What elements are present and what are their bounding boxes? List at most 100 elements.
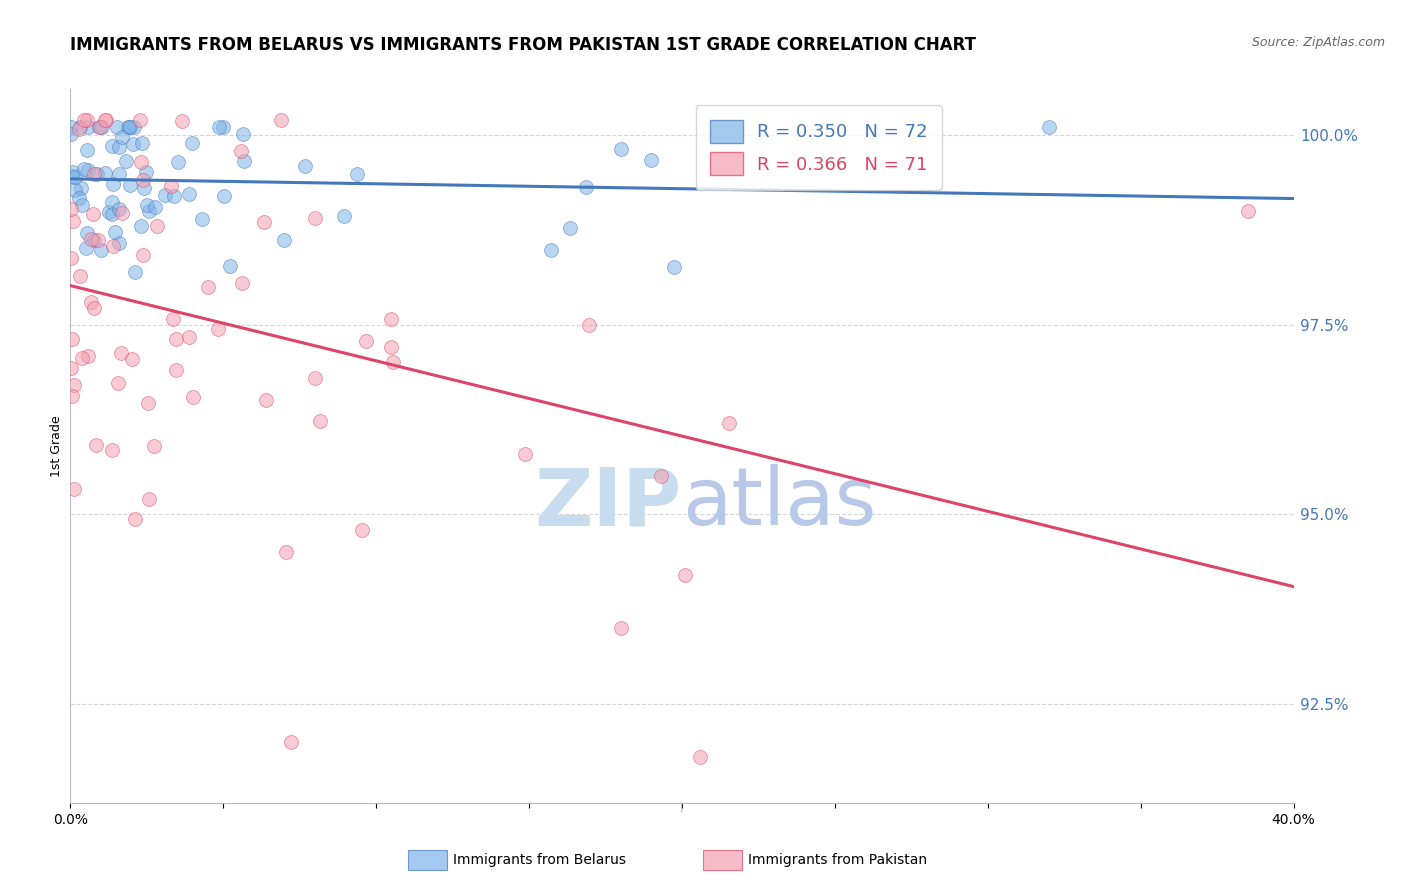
Point (135, 197, 157, 211)
Legend: R = 0.350   N = 72, R = 0.366   N = 71: R = 0.350 N = 72, R = 0.366 N = 71 (696, 105, 942, 190)
Point (131, 155, 153, 169)
Point (165, 332, 187, 346)
Point (218, 260, 240, 274)
Point (83, 234, 105, 248)
Point (65, 182, 87, 196)
Point (62, 214, 84, 228)
Point (689, 750, 711, 764)
Point (308, 414, 330, 428)
Point (110, 346, 132, 360)
Point (163, 189, 186, 203)
Point (60, 169, 83, 184)
Point (332, 209, 354, 223)
Point (73, 161, 96, 176)
Point (197, 279, 219, 293)
Point (578, 318, 600, 332)
Point (131, 136, 153, 151)
Point (108, 236, 131, 251)
Point (145, 200, 167, 214)
Point (89, 120, 111, 135)
Point (575, 179, 598, 194)
Point (76, 143, 98, 157)
Point (207, 321, 229, 335)
Point (231, 276, 253, 290)
Point (121, 352, 143, 367)
Point (254, 393, 277, 408)
Point (60, 361, 83, 376)
Point (280, 735, 302, 749)
Point (650, 469, 672, 483)
Text: Immigrants from Belarus: Immigrants from Belarus (453, 853, 626, 867)
Point (111, 206, 134, 220)
Point (80, 232, 103, 246)
Point (229, 145, 252, 159)
Point (122, 136, 145, 151)
Point (153, 188, 176, 202)
Point (107, 120, 129, 135)
Point (232, 127, 254, 141)
Point (170, 113, 193, 128)
Point (515, 447, 537, 461)
Point (117, 120, 139, 135)
Point (101, 194, 124, 209)
Point (129, 112, 152, 127)
Point (166, 154, 188, 169)
Text: |: | (681, 801, 683, 812)
Point (108, 140, 131, 154)
Point (1236, 203, 1258, 218)
Point (294, 159, 316, 173)
Text: atlas: atlas (682, 464, 876, 542)
Point (177, 330, 200, 344)
Point (717, 416, 740, 430)
Point (609, 142, 631, 156)
Point (212, 189, 235, 203)
Point (662, 260, 685, 275)
Point (104, 226, 127, 240)
Point (350, 523, 373, 537)
Point (1038, 120, 1060, 135)
Point (183, 390, 205, 404)
Point (73, 112, 96, 127)
Point (103, 239, 125, 253)
Point (177, 187, 200, 202)
Point (60, 389, 83, 403)
Point (673, 568, 696, 582)
Point (276, 545, 298, 559)
Text: IMMIGRANTS FROM BELARUS VS IMMIGRANTS FROM PAKISTAN 1ST GRADE CORRELATION CHART: IMMIGRANTS FROM BELARUS VS IMMIGRANTS FR… (70, 36, 976, 54)
Point (63, 170, 86, 185)
Point (540, 243, 562, 257)
Point (108, 202, 131, 216)
Point (346, 167, 368, 181)
Point (91, 120, 114, 135)
Point (80, 294, 103, 309)
Point (87, 233, 110, 247)
Point (93, 166, 115, 180)
Point (136, 396, 159, 410)
Point (76, 112, 98, 127)
Point (77, 162, 100, 177)
Point (86, 167, 108, 181)
Point (134, 181, 156, 195)
Point (131, 248, 153, 262)
Point (120, 120, 142, 135)
Point (380, 312, 402, 326)
Point (640, 153, 662, 167)
Text: Source: ZipAtlas.com: Source: ZipAtlas.com (1251, 36, 1385, 49)
Point (115, 154, 138, 169)
Point (610, 621, 633, 635)
Point (59, 251, 82, 265)
Point (146, 219, 169, 233)
Point (62, 332, 84, 346)
Point (111, 130, 134, 145)
Point (69, 268, 91, 283)
Point (69, 180, 91, 194)
Point (129, 219, 152, 234)
Point (94, 112, 117, 127)
Point (67, 121, 90, 136)
Point (382, 355, 405, 369)
Point (101, 139, 124, 153)
Point (354, 334, 377, 349)
Point (124, 512, 146, 526)
Point (558, 221, 581, 235)
Point (380, 340, 402, 354)
